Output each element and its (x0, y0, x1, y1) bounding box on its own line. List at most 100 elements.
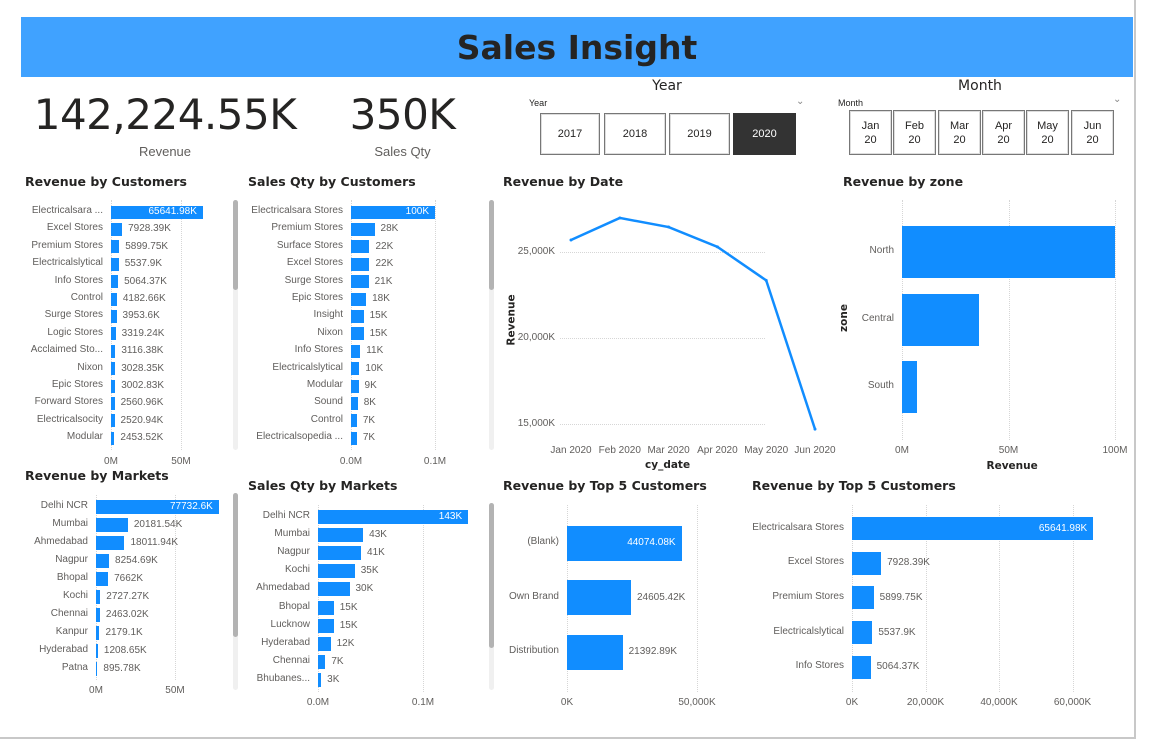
scrollbar[interactable] (489, 503, 494, 690)
bar[interactable] (351, 275, 369, 289)
bar[interactable] (567, 580, 631, 615)
bar[interactable] (111, 396, 115, 410)
scrollbar[interactable] (233, 200, 238, 450)
bar[interactable] (111, 257, 119, 271)
bar[interactable] (351, 379, 359, 393)
bar[interactable] (96, 554, 110, 568)
bar[interactable] (318, 582, 350, 597)
scrollbar-thumb[interactable] (233, 200, 238, 290)
bar[interactable] (111, 344, 116, 358)
bar[interactable] (351, 396, 358, 410)
category-label: Acclaimed Sto... (30, 344, 103, 356)
bar[interactable] (318, 510, 469, 524)
line-point[interactable] (764, 278, 768, 282)
x-tick-label: Jan 2020 (550, 445, 592, 456)
bar[interactable] (852, 517, 1094, 540)
month-button-mar[interactable]: Mar 20 (938, 110, 981, 155)
bar[interactable] (351, 414, 357, 428)
bar[interactable] (351, 222, 375, 236)
bar[interactable] (96, 590, 101, 604)
bar[interactable] (111, 327, 116, 341)
bar[interactable] (351, 344, 361, 358)
bar[interactable] (111, 431, 115, 445)
bar[interactable] (852, 655, 871, 679)
line-point[interactable] (569, 238, 573, 242)
year-button-2019[interactable]: 2019 (669, 113, 730, 155)
bar[interactable] (111, 222, 123, 236)
scrollbar-thumb[interactable] (489, 200, 494, 290)
category-label: Delhi NCR (262, 510, 310, 521)
bar[interactable] (96, 536, 125, 550)
bar[interactable] (567, 525, 682, 561)
bar[interactable] (852, 551, 882, 575)
y-axis-title: Revenue (505, 294, 518, 346)
bar[interactable] (902, 226, 1115, 278)
bar[interactable] (318, 600, 334, 615)
year-button-2018[interactable]: 2018 (604, 113, 666, 155)
line-point[interactable] (715, 245, 719, 249)
month-button-apr[interactable]: Apr 20 (982, 110, 1025, 155)
scrollbar-thumb[interactable] (489, 503, 494, 648)
bar[interactable] (111, 240, 120, 254)
bar[interactable] (351, 431, 357, 445)
bar[interactable] (111, 414, 115, 428)
scrollbar[interactable] (489, 200, 494, 450)
bar[interactable] (96, 572, 109, 586)
bar[interactable] (96, 626, 100, 640)
year-button-2020[interactable]: 2020 (733, 113, 796, 155)
year-slicer-chevron-down-icon[interactable]: ⌄ (796, 96, 805, 107)
bar[interactable] (351, 292, 367, 306)
bar[interactable] (111, 205, 203, 219)
month-button-jun[interactable]: Jun 20 (1071, 110, 1114, 155)
bar[interactable] (96, 518, 128, 532)
bar[interactable] (351, 205, 435, 219)
bar[interactable] (852, 621, 873, 645)
bar[interactable] (351, 309, 364, 323)
bar[interactable] (96, 644, 98, 658)
bar[interactable] (96, 500, 219, 514)
bar[interactable] (111, 309, 117, 323)
month-slicer-label: Month (838, 98, 864, 108)
bar[interactable] (318, 564, 355, 579)
bar[interactable] (852, 586, 874, 610)
chart-title: Revenue by Top 5 Customers (503, 478, 707, 493)
bar[interactable] (96, 662, 98, 676)
month-button-jan[interactable]: Jan 20 (849, 110, 892, 155)
bar[interactable] (111, 379, 116, 393)
chart-title: Revenue by Date (503, 174, 624, 189)
line-point[interactable] (667, 225, 671, 229)
bar[interactable] (111, 275, 119, 289)
bar[interactable] (318, 618, 334, 633)
bar[interactable] (351, 257, 370, 271)
line-point[interactable] (813, 427, 817, 431)
bar[interactable] (902, 361, 917, 413)
bar[interactable] (318, 654, 326, 669)
bar[interactable] (351, 362, 360, 376)
bar[interactable] (318, 546, 362, 561)
data-label: 5537.9K (124, 258, 163, 270)
bar[interactable] (902, 293, 979, 346)
category-label: Delhi NCR (40, 500, 88, 511)
bar[interactable] (567, 634, 623, 670)
category-label: Info Stores (795, 660, 844, 672)
x-tick-label: 0M (895, 445, 909, 456)
month-button-feb[interactable]: Feb 20 (893, 110, 936, 155)
data-label: 3K (327, 673, 340, 685)
bar[interactable] (351, 240, 370, 254)
bar[interactable] (318, 636, 331, 651)
bar[interactable] (318, 672, 322, 687)
category-label: Electricalsocity (36, 413, 103, 425)
line-point[interactable] (618, 216, 622, 220)
scrollbar[interactable] (233, 493, 238, 690)
bar[interactable] (351, 327, 364, 341)
category-label: Nagpur (277, 546, 310, 558)
bar[interactable] (318, 528, 364, 543)
month-slicer-chevron-down-icon[interactable]: ⌄ (1113, 94, 1122, 105)
data-label: 7K (362, 414, 376, 426)
scrollbar-thumb[interactable] (233, 493, 238, 637)
bar[interactable] (111, 362, 116, 376)
bar[interactable] (111, 292, 117, 306)
bar[interactable] (96, 608, 100, 622)
month-button-may[interactable]: May 20 (1026, 110, 1069, 155)
year-button-2017[interactable]: 2017 (540, 113, 600, 155)
